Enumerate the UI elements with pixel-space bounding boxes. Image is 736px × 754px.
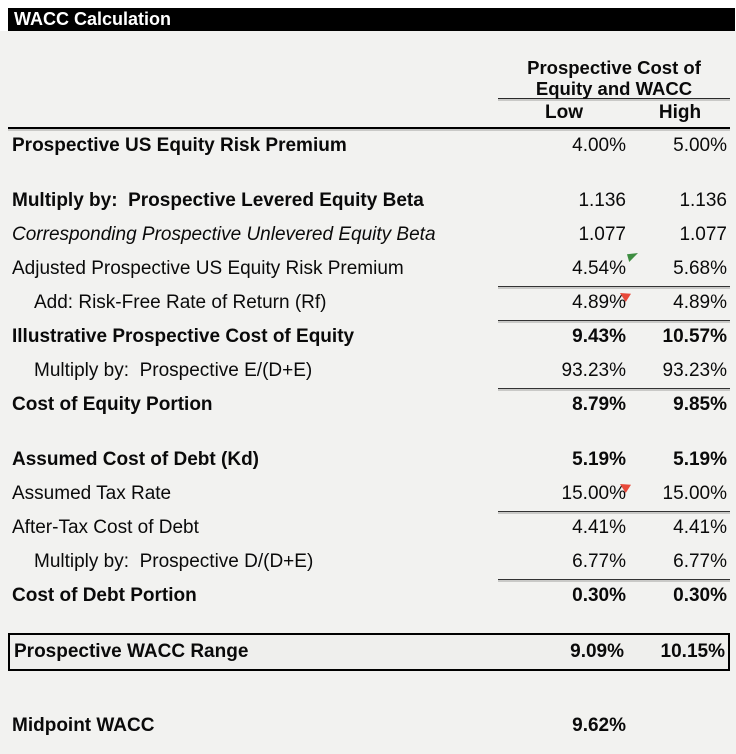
column-group-header: Prospective Cost of Equity and WACC xyxy=(498,55,730,99)
low-value-cell: 1.077 xyxy=(578,224,626,245)
table-row: Cost of Debt Portion 0.30% 0.30% xyxy=(8,579,730,613)
row-label: Prospective WACC Range xyxy=(14,641,249,662)
low-value-cell: 6.77% xyxy=(572,551,626,572)
row-label: Multiply by: Prospective Levered Equity … xyxy=(12,190,424,211)
row-label: After-Tax Cost of Debt xyxy=(12,517,199,538)
high-value-cell: 10.57% xyxy=(662,326,727,347)
red-flag-triangle-icon xyxy=(620,484,631,493)
high-value-cell: 5.19% xyxy=(673,449,727,470)
low-value-cell: 93.23% xyxy=(561,360,626,381)
row-label: Prospective US Equity Risk Premium xyxy=(12,135,347,156)
table-row: Assumed Tax Rate 15.00% 15.00% xyxy=(8,477,730,512)
low-value-cell: 8.79% xyxy=(572,394,626,415)
table-row: Prospective US Equity Risk Premium 4.00%… xyxy=(8,129,730,163)
low-value-cell: 4.54% xyxy=(498,253,638,280)
table-row: Multiply by: Prospective E/(D+E) 93.23% … xyxy=(8,354,730,389)
low-value-cell: 9.43% xyxy=(572,326,626,347)
row-label: Adjusted Prospective US Equity Risk Prem… xyxy=(12,258,404,279)
high-value-cell: 5.00% xyxy=(673,135,727,156)
table-row: Adjusted Prospective US Equity Risk Prem… xyxy=(8,252,730,287)
row-label: Midpoint WACC xyxy=(12,715,155,736)
row-label: Multiply by: Prospective E/(D+E) xyxy=(34,360,313,381)
low-value-cell: 1.136 xyxy=(578,190,626,211)
table-row: After-Tax Cost of Debt 4.41% 4.41% xyxy=(8,511,730,545)
table-row: Add: Risk-Free Rate of Return (Rf) 4.89%… xyxy=(8,286,730,321)
blank-row xyxy=(8,613,730,634)
low-value-cell: 0.30% xyxy=(572,585,626,606)
low-value-cell: 4.41% xyxy=(572,517,626,538)
high-value-cell: 1.136 xyxy=(679,190,727,211)
row-label: Assumed Tax Rate xyxy=(12,483,172,504)
empty-header-cell xyxy=(8,99,498,127)
row-label: Corresponding Prospective Unlevered Equi… xyxy=(12,224,436,245)
row-label: Add: Risk-Free Rate of Return (Rf) xyxy=(34,292,327,313)
row-label: Cost of Equity Portion xyxy=(12,394,213,415)
wacc-range-box-row: Prospective WACC Range 9.09% 10.15% xyxy=(8,633,730,671)
table-row: Illustrative Prospective Cost of Equity … xyxy=(8,320,730,354)
high-value-cell: 5.68% xyxy=(673,258,727,279)
title-bar: WACC Calculation xyxy=(8,8,735,31)
column-group-header-row: Prospective Cost of Equity and WACC xyxy=(8,55,730,99)
table-row: Cost of Equity Portion 8.79% 9.85% xyxy=(8,388,730,422)
page-title: WACC Calculation xyxy=(14,9,172,29)
high-value-cell: 9.85% xyxy=(673,394,727,415)
col-header-high: High xyxy=(658,102,702,123)
table-row: Assumed Cost of Debt (Kd) 5.19% 5.19% xyxy=(8,443,730,477)
low-value-cell: 9.09% xyxy=(570,641,624,662)
table-row: Multiply by: Prospective D/(D+E) 6.77% 6… xyxy=(8,545,730,580)
low-value-cell: 4.00% xyxy=(572,135,626,156)
col-header-low: Low xyxy=(545,102,583,123)
blank-row xyxy=(8,422,730,443)
low-value-cell: 9.62% xyxy=(572,715,626,736)
high-value-cell: 0.30% xyxy=(673,585,727,606)
empty-header-cell xyxy=(8,55,498,99)
spacer xyxy=(8,31,730,55)
group-header-line2: Equity and WACC xyxy=(535,78,693,99)
row-label: Illustrative Prospective Cost of Equity xyxy=(12,326,355,347)
green-flag-triangle-icon xyxy=(627,253,638,262)
row-label: Multiply by: Prospective D/(D+E) xyxy=(34,551,314,572)
table-row: Midpoint WACC 9.62% xyxy=(8,709,730,743)
high-value-cell: 15.00% xyxy=(662,483,727,504)
red-flag-triangle-icon xyxy=(620,293,631,302)
high-value-cell: 4.41% xyxy=(673,517,727,538)
table-row: Multiply by: Prospective Levered Equity … xyxy=(8,184,730,218)
low-value-cell: 4.89% xyxy=(498,292,631,314)
table-body: Prospective US Equity Risk Premium 4.00%… xyxy=(8,129,730,743)
low-value-cell: 15.00% xyxy=(498,483,631,505)
column-headers-row: Low High xyxy=(8,99,730,129)
row-label: Assumed Cost of Debt (Kd) xyxy=(12,449,259,470)
blank-row xyxy=(8,671,730,709)
row-label: Cost of Debt Portion xyxy=(12,585,197,606)
blank-row xyxy=(8,163,730,184)
high-value-cell: 6.77% xyxy=(673,551,727,572)
high-value-cell: 10.15% xyxy=(660,641,725,662)
low-value-cell: 5.19% xyxy=(572,449,626,470)
high-value-cell: 93.23% xyxy=(662,360,727,381)
wacc-exhibit: WACC Calculation Prospective Cost of Equ… xyxy=(8,8,735,743)
table-row: Corresponding Prospective Unlevered Equi… xyxy=(8,218,730,252)
high-value-cell: 1.077 xyxy=(679,224,727,245)
high-value-cell: 4.89% xyxy=(673,292,727,313)
group-header-line1: Prospective Cost of xyxy=(527,57,701,78)
